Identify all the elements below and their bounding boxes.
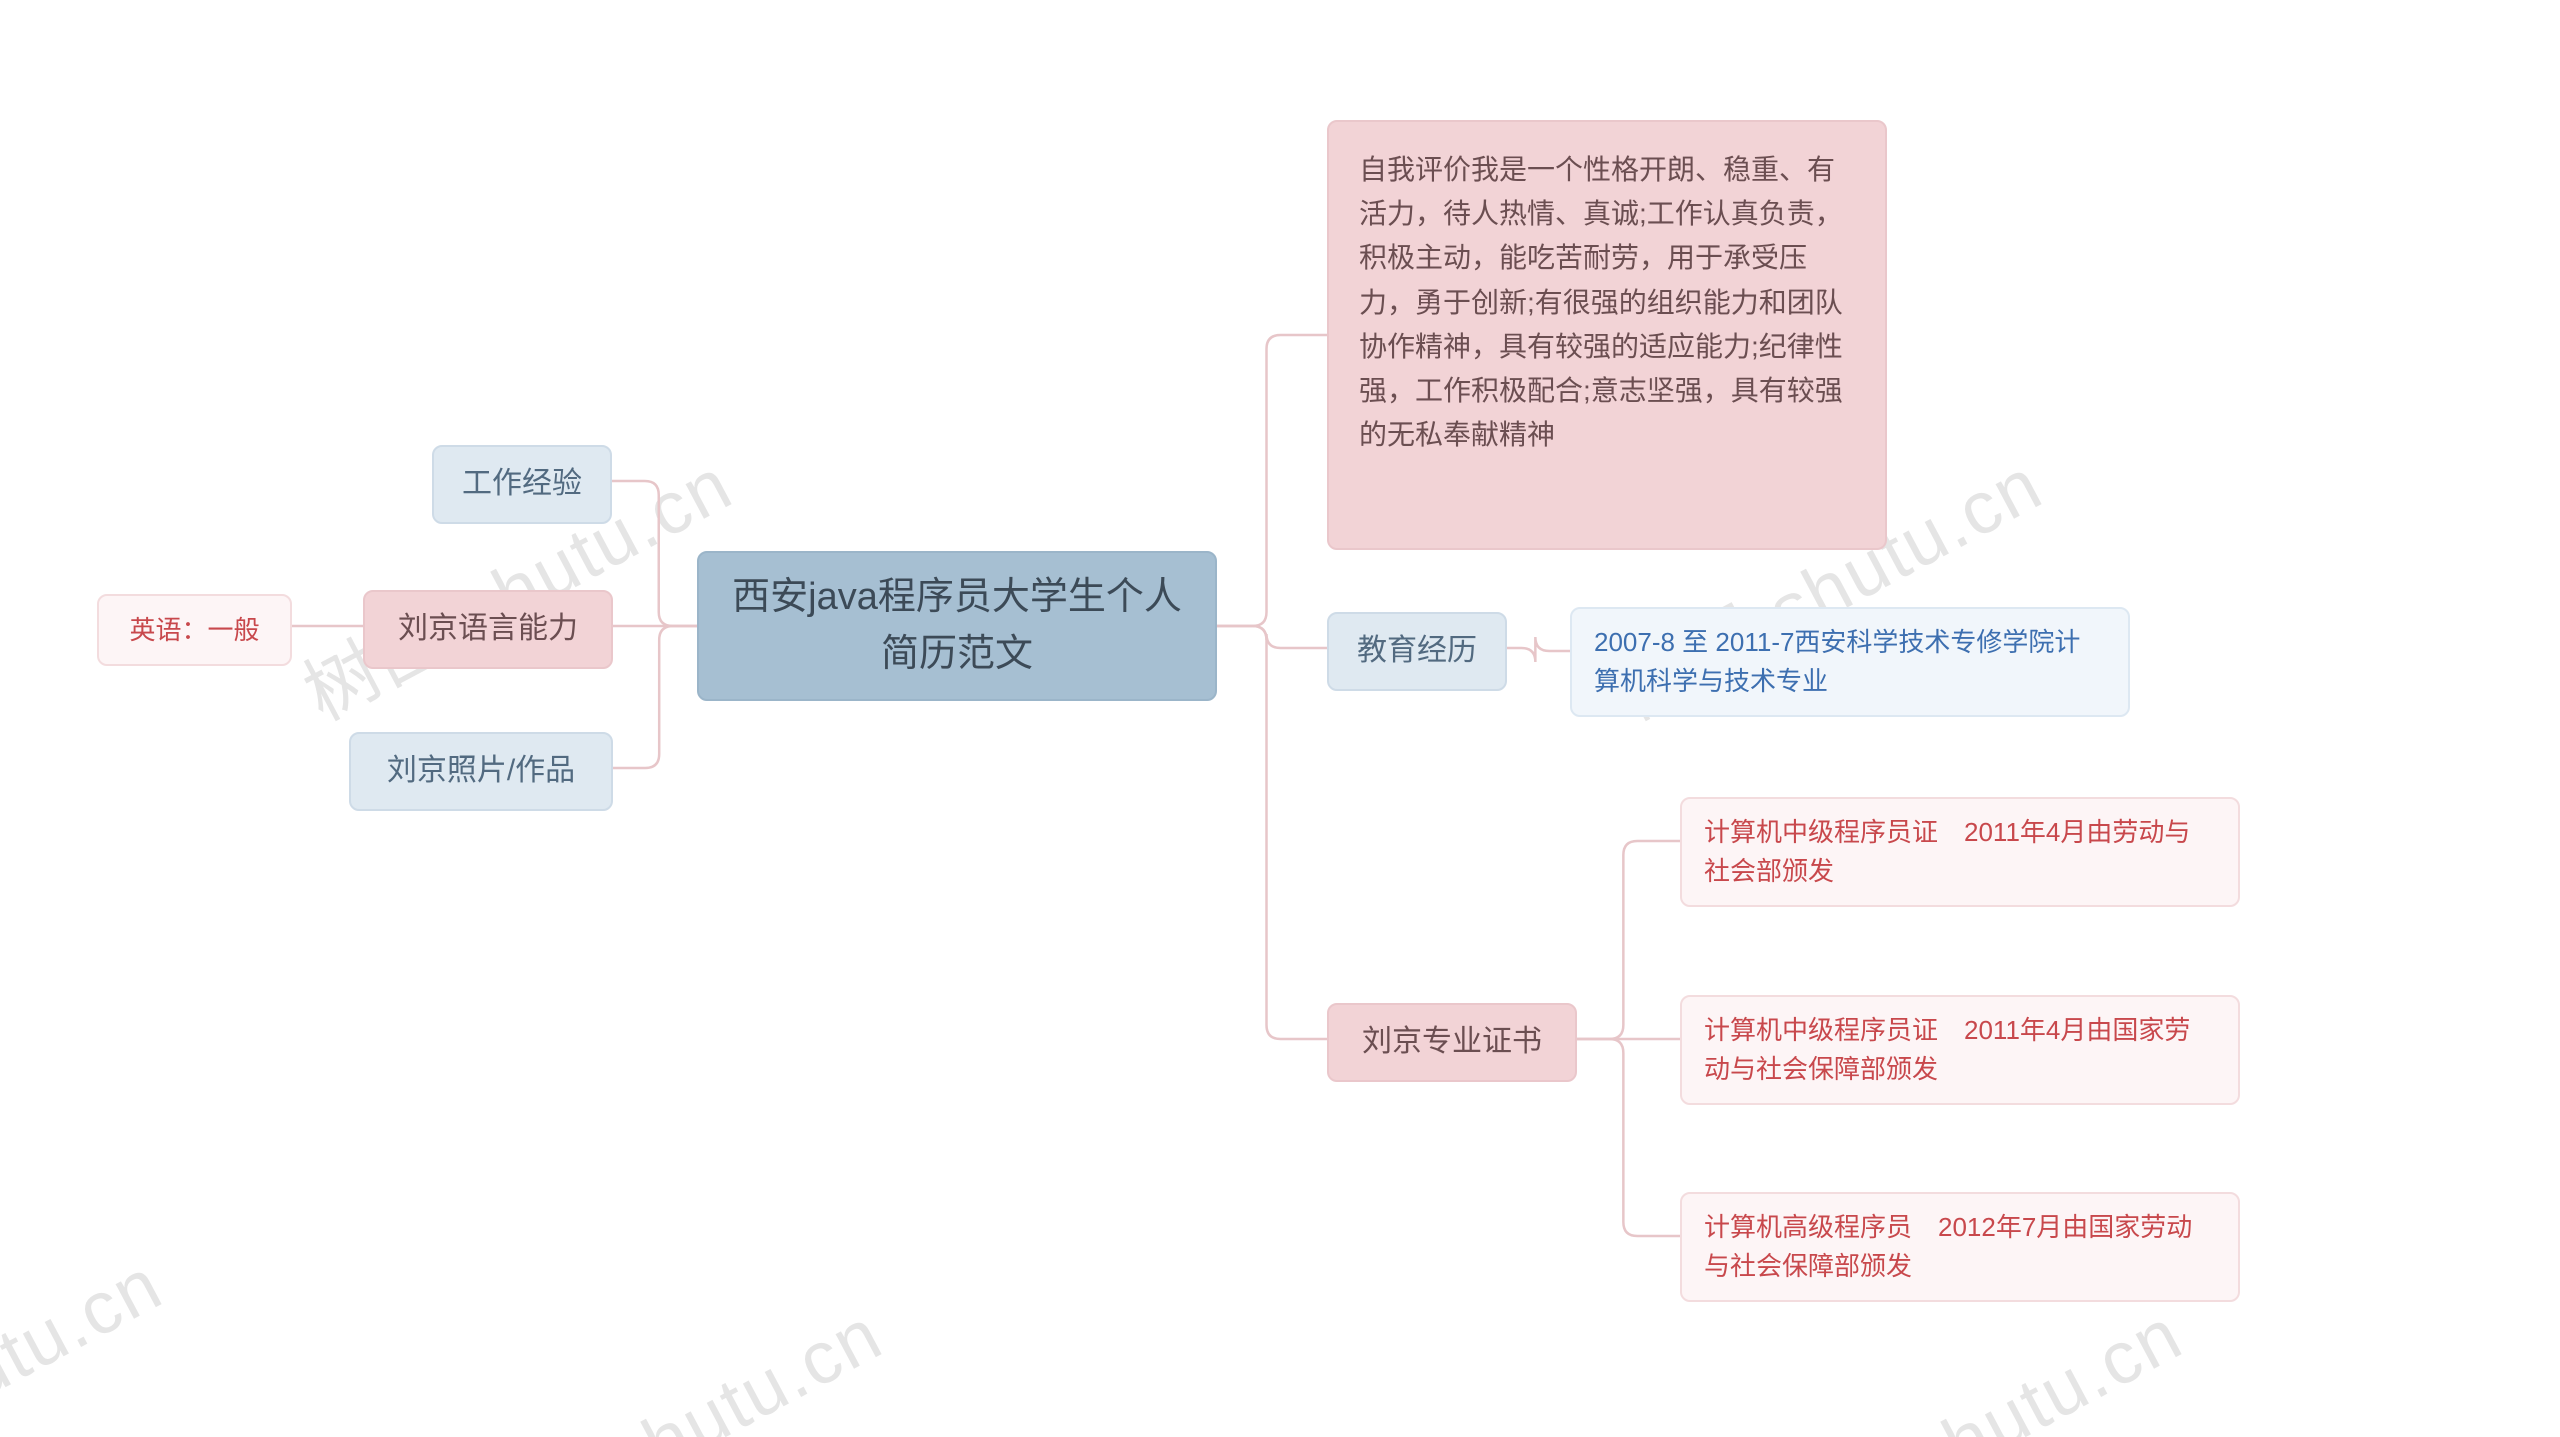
leaf-education-detail: 2007-8 至 2011-7西安科学技术专修学院计算机科学与技术专业 [1570, 607, 2130, 717]
leaf-text: 英语：一般 [129, 615, 259, 645]
branch-label: 刘京语言能力 [398, 606, 578, 653]
branch-self-evaluation: 自我评价我是一个性格开朗、稳重、有活力，待人热情、真诚;工作认真负责，积极主动，… [1327, 120, 1887, 550]
branch-label: 工作经验 [462, 461, 582, 508]
leaf-cert-2: 计算机中级程序员证 2011年4月由国家劳动与社会保障部颁发 [1680, 995, 2240, 1105]
leaf-cert-3: 计算机高级程序员 2012年7月由国家劳动与社会保障部颁发 [1680, 1192, 2240, 1302]
leaf-text: 计算机中级程序员证 2011年4月由劳动与社会部颁发 [1704, 817, 2190, 886]
self-eval-text: 自我评价我是一个性格开朗、稳重、有活力，待人热情、真诚;工作认真负责，积极主动，… [1359, 154, 1843, 450]
leaf-language-english: 英语：一般 [97, 594, 292, 666]
branch-certificates: 刘京专业证书 [1327, 1003, 1577, 1082]
leaf-text: 2007-8 至 2011-7西安科学技术专修学院计算机科学与技术专业 [1594, 627, 2080, 696]
root-text: 西安java程序员大学生个人简历范文 [721, 569, 1193, 683]
branch-work-experience: 工作经验 [432, 445, 612, 524]
leaf-text: 计算机中级程序员证 2011年4月由国家劳动与社会保障部颁发 [1704, 1015, 2190, 1084]
leaf-cert-1: 计算机中级程序员证 2011年4月由劳动与社会部颁发 [1680, 797, 2240, 907]
watermark: 树图 shutu.cn [432, 1276, 897, 1437]
branch-education: 教育经历 [1327, 612, 1507, 691]
branch-language: 刘京语言能力 [363, 590, 613, 669]
branch-label: 刘京照片/作品 [387, 748, 575, 795]
branch-label: 刘京专业证书 [1362, 1019, 1542, 1066]
branch-label: 教育经历 [1357, 628, 1477, 675]
leaf-text: 计算机高级程序员 2012年7月由国家劳动与社会保障部颁发 [1704, 1212, 2192, 1281]
branch-photo-works: 刘京照片/作品 [349, 732, 613, 811]
root-node: 西安java程序员大学生个人简历范文 [697, 551, 1217, 701]
watermark: 树图 shutu.cn [0, 1226, 178, 1437]
